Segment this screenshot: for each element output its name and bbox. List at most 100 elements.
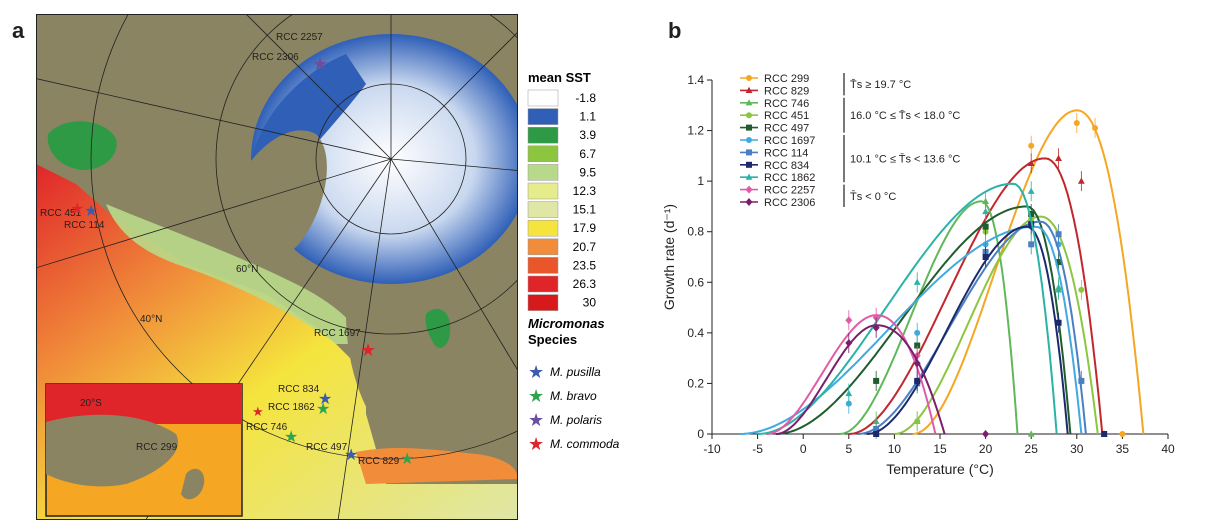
data-point — [1073, 119, 1080, 126]
data-point — [745, 86, 753, 93]
sst-swatch — [527, 257, 559, 274]
data-point — [745, 198, 753, 206]
fit-curve — [775, 324, 946, 435]
data-point — [913, 278, 921, 285]
sst-swatch — [527, 238, 559, 256]
strain-label-rcc1862: RCC 1862 — [268, 402, 315, 413]
mediterranean — [356, 448, 518, 484]
x-tick-label: 15 — [933, 442, 947, 456]
y-tick-label: 0.4 — [687, 326, 704, 340]
data-point — [745, 173, 753, 180]
x-tick-label: 30 — [1070, 442, 1084, 456]
data-point — [914, 329, 921, 336]
strain-label-rcc2257: RCC 2257 — [276, 32, 323, 43]
strain-label-rcc114: RCC 114 — [64, 220, 105, 231]
lat-label-60n: 60°N — [236, 264, 258, 275]
legend-label: RCC 746 — [764, 98, 809, 110]
legend-label: RCC 2306 — [764, 197, 815, 209]
strain-label-rcc1697: RCC 1697 — [314, 328, 361, 339]
data-point — [746, 75, 752, 81]
sst-label: 20.7 — [573, 240, 597, 254]
data-point — [845, 389, 853, 397]
series-rcc-497 — [775, 204, 1072, 435]
data-point — [1027, 430, 1035, 437]
data-point — [1055, 259, 1062, 266]
legend-label: RCC 1862 — [764, 172, 815, 184]
species-name: M. polaris — [550, 413, 602, 427]
x-tick-label: 25 — [1025, 442, 1039, 456]
legend-label: RCC 2257 — [764, 185, 815, 197]
fit-curve — [739, 225, 1083, 435]
data-point — [1028, 211, 1035, 218]
map-frame — [36, 14, 518, 520]
species-name: M. bravo — [550, 389, 597, 403]
panel-b-letter: b — [668, 18, 682, 43]
species-name: M. commoda — [550, 437, 620, 451]
y-tick-label: 1.2 — [687, 124, 704, 138]
data-point — [845, 400, 852, 407]
data-point — [982, 254, 989, 260]
strain-label-rcc299: RCC 299 — [136, 442, 178, 453]
sst-swatch — [527, 89, 559, 107]
data-point — [914, 342, 921, 349]
strain-label-rcc497: RCC 497 — [306, 442, 348, 453]
sst-label: 3.9 — [579, 128, 596, 142]
data-point — [982, 223, 989, 230]
data-point — [1028, 142, 1035, 149]
lat-label-20s: 20°S — [80, 398, 102, 409]
star-rcc451: ★ — [70, 201, 84, 218]
x-tick-label: -5 — [752, 442, 763, 456]
baltic-sea — [425, 308, 451, 348]
fit-curve — [857, 220, 1087, 435]
species-name: M. pusilla — [550, 365, 601, 379]
hudson-bay — [47, 121, 117, 170]
europe — [346, 295, 518, 454]
series-rcc-1697 — [739, 216, 1083, 435]
sst-label: 12.3 — [573, 184, 597, 198]
data-point — [845, 316, 853, 325]
data-point — [873, 431, 880, 437]
panel-a-letter: a — [12, 18, 25, 43]
data-point — [1119, 431, 1126, 437]
y-tick-label: 0.8 — [687, 225, 704, 239]
species-star-icon: ★ — [528, 362, 544, 382]
x-tick-label: 5 — [845, 442, 852, 456]
legend-label: RCC 829 — [764, 85, 809, 97]
sst-swatch — [527, 182, 559, 200]
strain-label-rcc2306: RCC 2306 — [252, 52, 299, 63]
inset-map: 20°S RCC 299 — [45, 383, 243, 517]
legend-group-label: T̄s < 0 °C — [850, 190, 896, 203]
sst-legend: -1.8 1.1 3.9 6.7 9.5 12.3 15.1 17.9 20.7 23.5 26.3… — [527, 89, 597, 311]
star-rcc746: ★ — [284, 429, 298, 446]
legend-label: RCC 114 — [764, 147, 808, 159]
sst-label: -1.8 — [575, 91, 596, 105]
sst-swatch — [527, 219, 559, 237]
legend-label: RCC 451 — [764, 110, 809, 122]
sst-swatch — [527, 108, 559, 125]
legend-group-label: T̄s ≥ 19.7 °C — [850, 79, 911, 92]
data-point — [1101, 431, 1108, 437]
y-tick-label: 1.4 — [687, 73, 704, 87]
series-rcc-834 — [866, 214, 1108, 437]
star-rcc834: ★ — [318, 391, 332, 408]
strain-label-rcc451: RCC 451 — [40, 208, 82, 219]
legend-label: RCC 299 — [764, 73, 809, 85]
species-star-icon: ★ — [528, 386, 544, 406]
sst-swatch — [527, 164, 559, 181]
x-tick-label: 10 — [888, 442, 902, 456]
legend-label: RCC 497 — [764, 123, 809, 135]
data-point — [746, 137, 752, 143]
data-point — [982, 197, 989, 204]
sst-swatch — [527, 145, 559, 163]
data-point — [1055, 231, 1062, 238]
data-point — [1028, 241, 1035, 248]
sst-swatch — [527, 126, 559, 144]
legend-group-label: 10.1 °C ≤ T̄s < 13.6 °C — [850, 153, 960, 166]
series-rcc-2306 — [775, 317, 990, 438]
x-tick-label: -10 — [703, 442, 721, 456]
species-legend-subtitle: Species — [528, 332, 577, 347]
data-point — [1078, 377, 1085, 384]
sst-label: 23.5 — [573, 258, 597, 272]
data-point — [746, 112, 752, 119]
